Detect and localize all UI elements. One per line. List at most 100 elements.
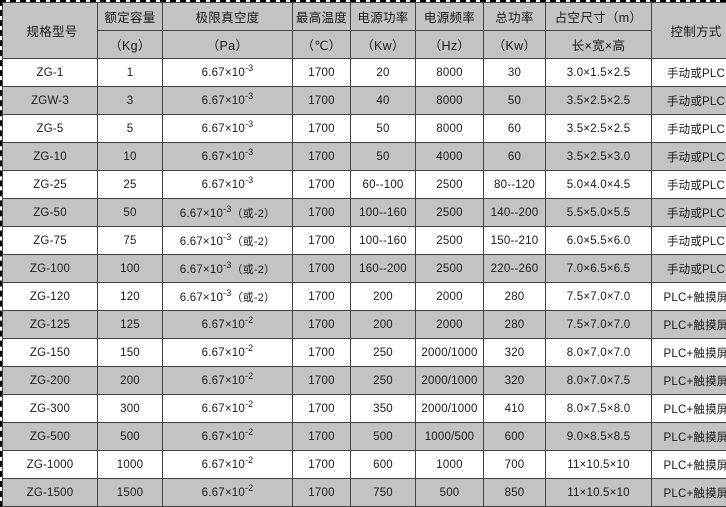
cell-control-mode: 手动或PLC	[651, 114, 726, 143]
cell-capacity: 100	[97, 254, 163, 283]
cell-dimensions: 3.5×2.5×3.0	[545, 142, 652, 171]
cell-power: 60--100	[350, 170, 416, 199]
cell-model: ZG-100	[2, 254, 98, 283]
column-header-power-name: 电源功率	[350, 2, 416, 31]
cell-control-mode: PLC+触摸屏	[651, 282, 726, 311]
vacuum-base: 6.67×10	[201, 458, 245, 471]
cell-total-power: 30	[483, 58, 546, 87]
cell-max-temperature: 1700	[292, 114, 351, 143]
cell-dimensions: 8.0×7.5×8.0	[545, 394, 652, 423]
cell-capacity: 5	[97, 114, 163, 143]
cell-power: 350	[350, 394, 416, 423]
vacuum-exponent: -3	[223, 287, 232, 298]
column-header-frequency-unit: （Hz）	[415, 30, 484, 59]
cell-total-power: 150--210	[483, 226, 546, 255]
cell-max-temperature: 1700	[292, 282, 351, 311]
column-header-vacuum-name: 极限真空度	[162, 2, 293, 31]
cell-dimensions: 3.0×1.5×2.5	[545, 58, 652, 87]
cell-vacuum-degree: 6.67×10-2	[162, 422, 293, 451]
cell-power: 40	[350, 86, 416, 115]
table-row: ZG-25 25 6.67×10-3 1700 60--100 2500 80--120 5.…	[2, 170, 726, 199]
vacuum-base: 6.67×10	[201, 402, 245, 415]
cell-frequency: 500	[415, 478, 484, 507]
cell-max-temperature: 1700	[292, 310, 351, 339]
cell-dimensions: 6.0×5.5×6.0	[545, 226, 652, 255]
column-header-total-power-unit: （Kw）	[483, 30, 546, 59]
cell-control-mode: PLC+触摸屏	[651, 478, 726, 507]
cell-dimensions: 3.5×2.5×2.5	[545, 114, 652, 143]
cell-capacity: 50	[97, 198, 163, 227]
cell-frequency: 2500	[415, 226, 484, 255]
cell-control-mode: 手动或PLC	[651, 86, 726, 115]
cell-vacuum-degree: 6.67×10-2	[162, 310, 293, 339]
cell-model: ZG-10	[2, 142, 98, 171]
cell-max-temperature: 1700	[292, 170, 351, 199]
cell-control-mode: 手动或PLC	[651, 254, 726, 283]
cell-power: 250	[350, 366, 416, 395]
cell-total-power: 700	[483, 450, 546, 479]
table-header: 规格型号 额定容量 极限真空度 最高温度 电源功率 电源频率 总功率 占空尺寸（…	[2, 2, 726, 59]
cell-model: ZG-5	[2, 114, 98, 143]
cell-control-mode: PLC+触摸屏	[651, 394, 726, 423]
column-header-temperature-unit: （℃）	[292, 30, 351, 59]
cell-model: ZG-1	[2, 58, 98, 87]
cell-control-mode: PLC+触摸屏	[651, 366, 726, 395]
cell-frequency: 2000/1000	[415, 394, 484, 423]
vacuum-base: 6.67×10	[179, 263, 224, 276]
cell-control-mode: 手动或PLC	[651, 198, 726, 227]
column-header-capacity-unit: （Kg）	[97, 30, 163, 59]
table-row: ZG-300 300 6.67×10-2 1700 350 2000/1000 410 8.0…	[2, 394, 726, 423]
cell-model: ZG-150	[2, 338, 98, 367]
cell-control-mode: 手动或PLC	[651, 226, 726, 255]
vacuum-base: 6.67×10	[201, 178, 245, 191]
cell-capacity: 10	[97, 142, 163, 171]
cell-dimensions: 11×10.5×10	[545, 478, 652, 507]
cell-vacuum-degree: 6.67×10-3	[162, 170, 293, 199]
cell-vacuum-degree: 6.67×10-3（或-2）	[162, 226, 293, 255]
header-row-name: 规格型号 额定容量 极限真空度 最高温度 电源功率 电源频率 总功率 占空尺寸（…	[2, 2, 726, 59]
cell-capacity: 3	[97, 86, 163, 115]
vacuum-exponent: -3	[244, 62, 254, 73]
vacuum-note: （或-2）	[231, 263, 276, 276]
cell-total-power: 220--260	[483, 254, 546, 283]
cell-max-temperature: 1700	[292, 142, 351, 171]
cell-vacuum-degree: 6.67×10-2	[162, 450, 293, 479]
cell-power: 500	[350, 422, 416, 451]
cell-power: 50	[350, 114, 416, 143]
cell-control-mode: PLC+触摸屏	[651, 422, 726, 451]
column-header-power-unit: （Kw）	[350, 30, 416, 59]
cell-total-power: 280	[483, 310, 546, 339]
cell-model: ZGW-3	[2, 86, 98, 115]
cell-max-temperature: 1700	[292, 226, 351, 255]
vacuum-exponent: -2	[244, 370, 254, 381]
cell-dimensions: 7.0×6.5×6.5	[545, 254, 652, 283]
table-row: ZGW-3 3 6.67×10-3 1700 40 8000 50 3.5×2.5×2.5 手动…	[2, 86, 726, 115]
cell-frequency: 2500	[415, 254, 484, 283]
vacuum-exponent: -3	[244, 118, 254, 129]
cell-power: 200	[350, 310, 416, 339]
table-row: ZG-5 5 6.67×10-3 1700 50 8000 60 3.5×2.5×2.5 手动或…	[2, 114, 726, 143]
vacuum-exponent: -2	[244, 426, 254, 437]
cell-vacuum-degree: 6.67×10-3	[162, 58, 293, 87]
cell-total-power: 80--120	[483, 170, 546, 199]
vacuum-base: 6.67×10	[179, 207, 224, 220]
cell-control-mode: PLC+触摸屏	[651, 338, 726, 367]
cell-vacuum-degree: 6.67×10-2	[162, 338, 293, 367]
cell-model: ZG-200	[2, 366, 98, 395]
cell-frequency: 8000	[415, 114, 484, 143]
header-row-unit: （Kg） （Pa） （℃） （Kw） （Hz） （Kw） 长×宽×高	[3, 30, 726, 59]
cell-control-mode: 手动或PLC	[651, 170, 726, 199]
cell-vacuum-degree: 6.67×10-3（或-2）	[162, 282, 293, 311]
cell-frequency: 8000	[415, 86, 484, 115]
cell-model: ZG-25	[2, 170, 98, 199]
cell-total-power: 320	[483, 338, 546, 367]
cell-capacity: 25	[97, 170, 163, 199]
vacuum-exponent: -3	[223, 203, 232, 214]
cell-capacity: 300	[97, 394, 163, 423]
vacuum-exponent: -2	[244, 454, 254, 465]
table-row: ZG-1500 1500 6.67×10-2 1700 750 500 850 11×10.5…	[2, 478, 726, 507]
cell-max-temperature: 1700	[292, 86, 351, 115]
cell-model: ZG-75	[2, 226, 98, 255]
table-row: ZG-75 75 6.67×10-3（或-2） 1700 100--160 2500 150…	[2, 226, 726, 255]
